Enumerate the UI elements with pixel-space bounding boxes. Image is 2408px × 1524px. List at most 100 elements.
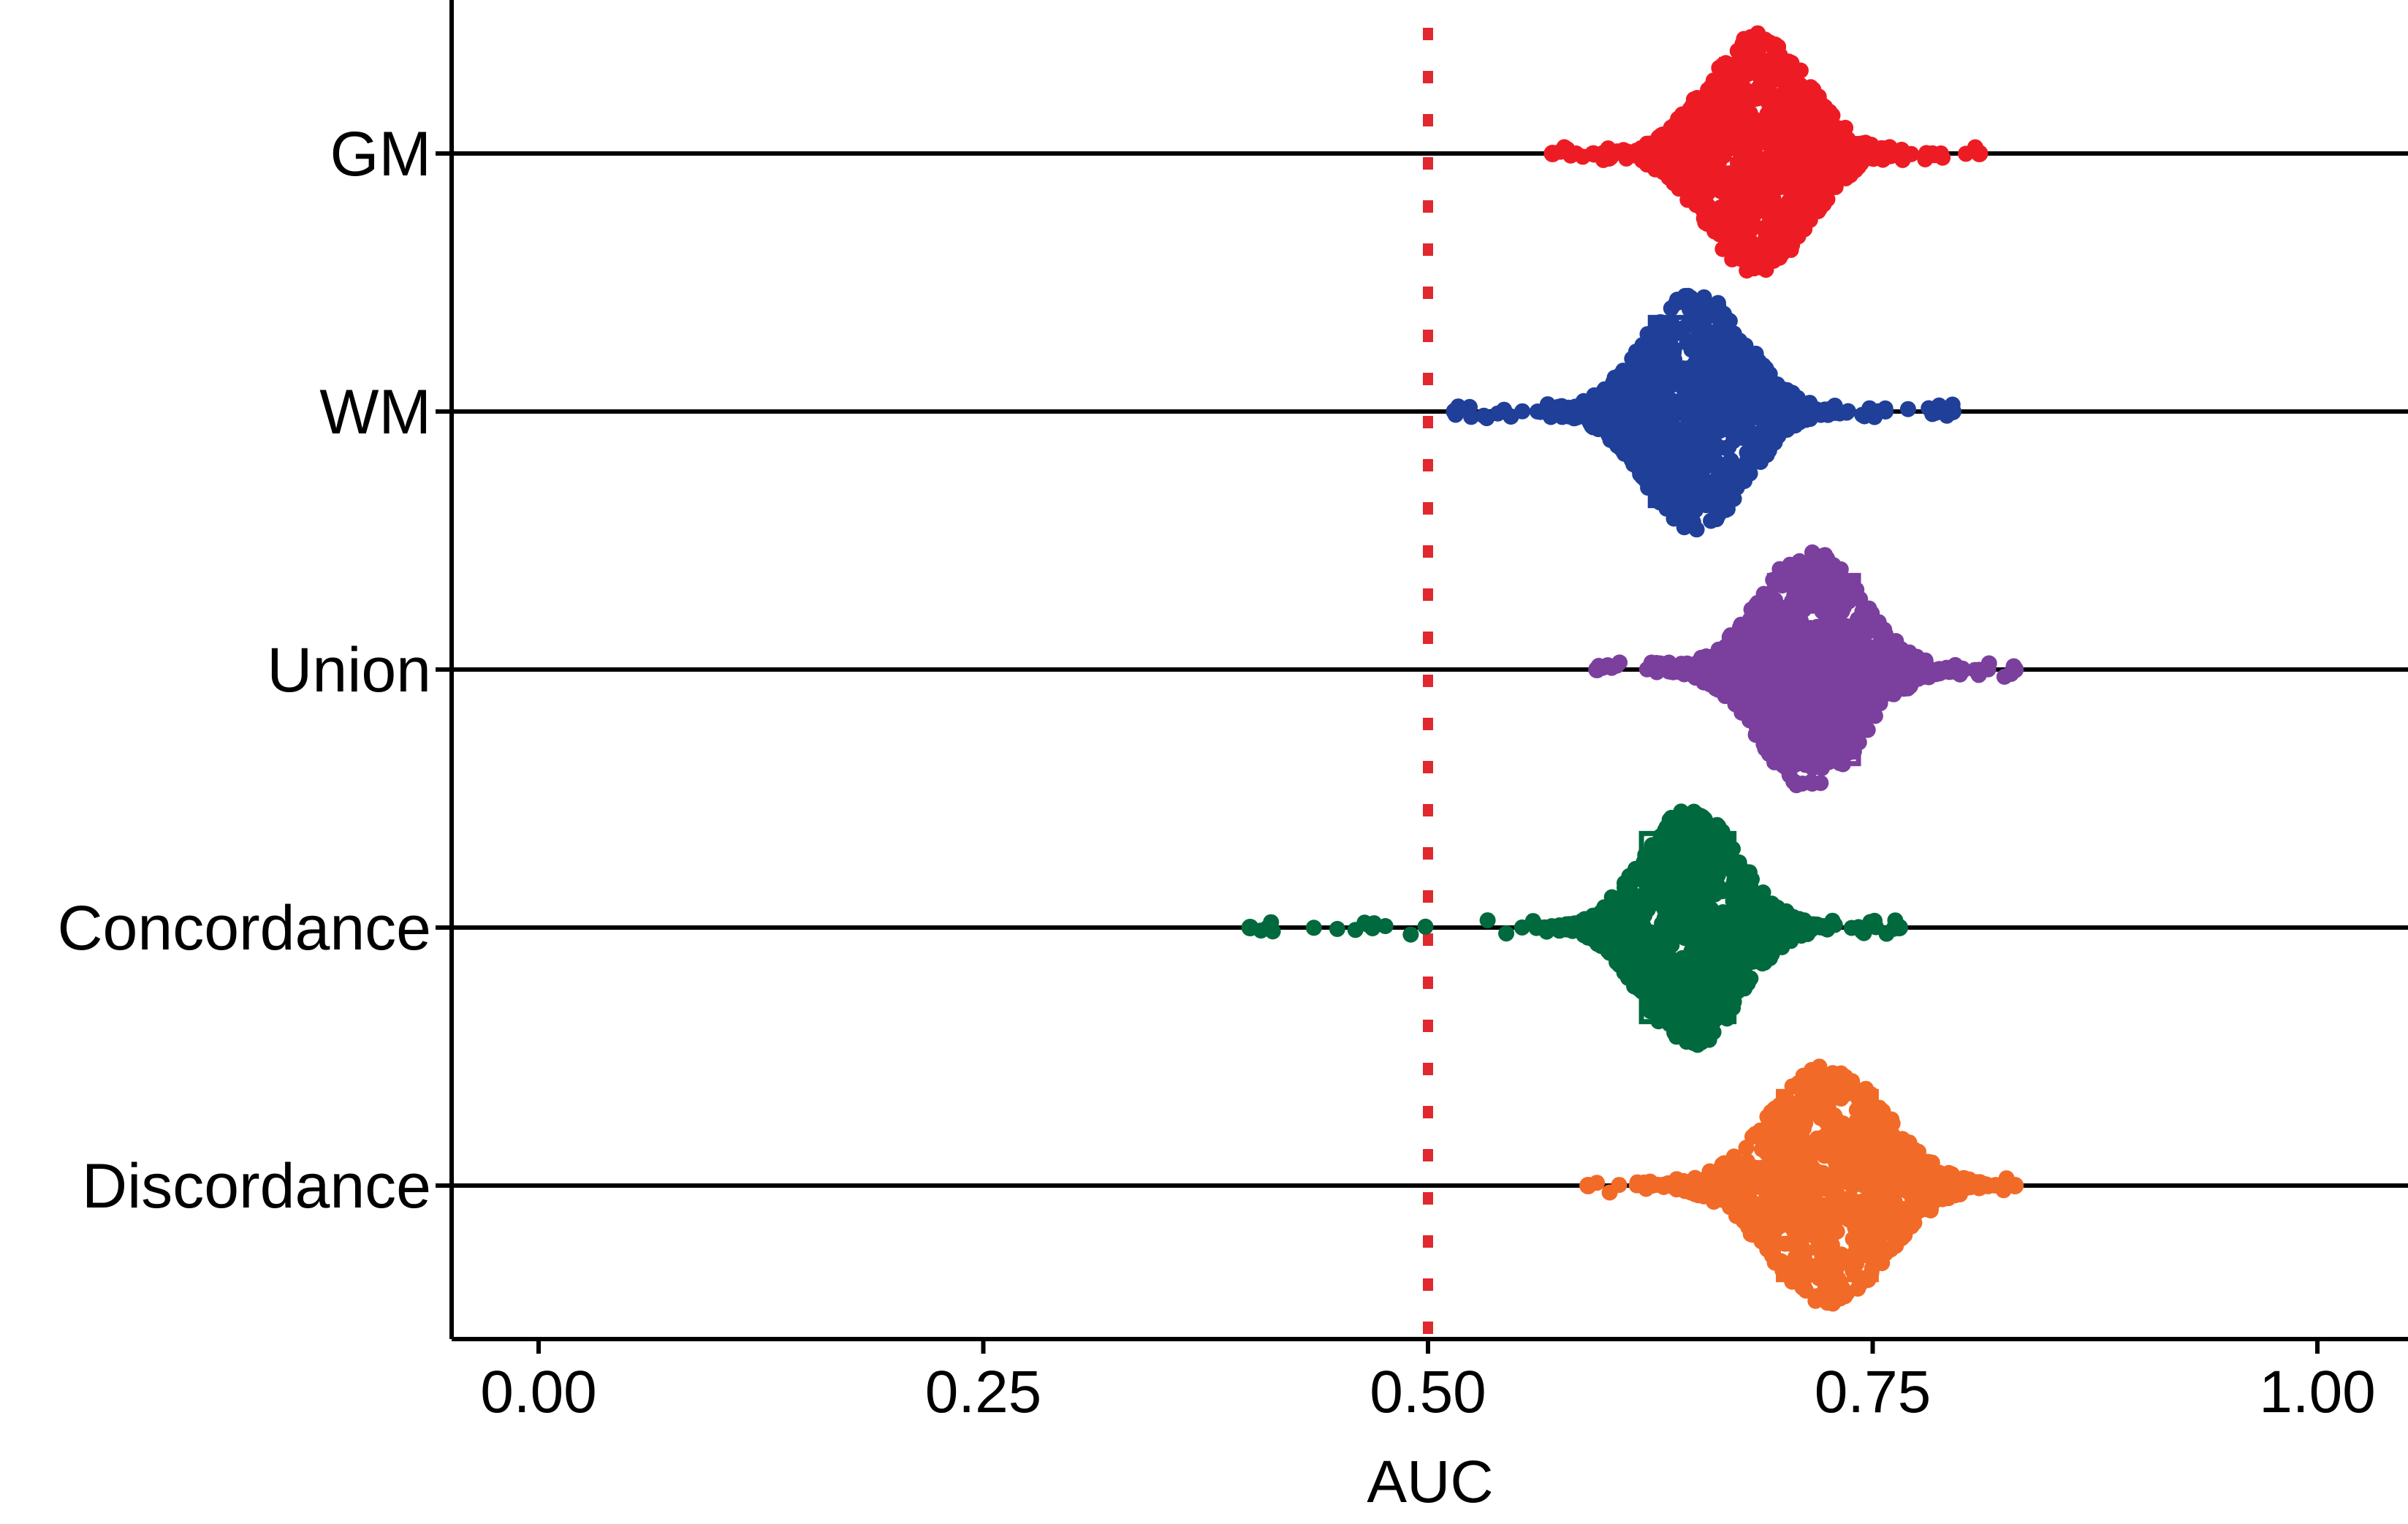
point-wm	[1606, 433, 1622, 450]
x-tick-label: 0.50	[1370, 1359, 1486, 1425]
point-gm	[1793, 132, 1809, 148]
point-union	[1747, 727, 1764, 743]
point-gm	[1786, 165, 1802, 182]
point-discordance	[1757, 1216, 1774, 1232]
extreme-point-concordance	[1891, 919, 1908, 936]
point-union	[1736, 636, 1752, 653]
point-union	[1776, 676, 1792, 693]
point-gm	[1725, 71, 1742, 88]
point-discordance	[1834, 1284, 1850, 1300]
point-wm	[1625, 352, 1641, 368]
point-gm	[1770, 166, 1787, 183]
swarm-union	[1588, 544, 2024, 794]
tail-point-concordance	[1498, 925, 1515, 942]
point-wm	[1695, 337, 1712, 354]
point-gm	[1796, 221, 1813, 238]
point-union	[1802, 716, 1819, 733]
point-wm	[1704, 495, 1720, 512]
y-label-concordance: Concordance	[57, 893, 431, 963]
point-wm	[1682, 488, 1699, 504]
tail-point-wm	[1924, 406, 1941, 422]
tail-point-gm	[1856, 150, 1873, 167]
point-concordance	[1643, 951, 1659, 968]
point-gm	[1785, 230, 1801, 247]
point-gm	[1801, 99, 1817, 115]
point-discordance	[1804, 1223, 1820, 1240]
point-discordance	[1880, 1121, 1897, 1138]
point-union	[1819, 603, 1836, 619]
point-concordance	[1733, 948, 1750, 965]
tail-point-union	[1882, 667, 1899, 684]
point-discordance	[1883, 1218, 1900, 1235]
point-wm	[1649, 319, 1666, 336]
point-gm	[1777, 94, 1794, 110]
point-union	[1802, 674, 1819, 691]
point-gm	[1720, 234, 1737, 251]
point-gm	[1785, 110, 1801, 127]
point-concordance	[1619, 932, 1636, 949]
point-union	[1785, 773, 1802, 790]
point-discordance	[1862, 1150, 1879, 1166]
swarm-discordance	[1579, 1058, 2024, 1312]
point-wm	[1677, 388, 1694, 405]
point-concordance	[1658, 961, 1674, 978]
point-wm	[1676, 460, 1693, 477]
tail-point-union	[1910, 667, 1927, 683]
point-union	[1861, 641, 1877, 658]
tail-point-wm	[1539, 396, 1556, 413]
tail-point-concordance	[1776, 915, 1793, 932]
point-wm	[1757, 429, 1774, 446]
extreme-point-discordance	[2006, 1177, 2024, 1194]
point-concordance	[1656, 983, 1672, 1000]
point-concordance	[1709, 877, 1726, 894]
point-concordance	[1762, 949, 1778, 966]
point-concordance	[1679, 970, 1696, 987]
point-union	[1857, 615, 1874, 632]
point-discordance	[1809, 1074, 1826, 1091]
tail-point-union	[1894, 668, 1910, 685]
extreme-point-discordance	[1579, 1177, 1598, 1194]
point-union	[1836, 637, 1853, 653]
point-concordance	[1706, 958, 1723, 975]
point-discordance	[1835, 1208, 1852, 1225]
tail-point-concordance	[1763, 919, 1780, 936]
point-union	[1723, 627, 1739, 644]
point-gm	[1684, 171, 1701, 188]
tail-point-discordance	[1947, 1178, 1964, 1195]
point-union	[1804, 647, 1821, 664]
point-discordance	[1785, 1134, 1802, 1151]
point-concordance	[1726, 872, 1743, 889]
point-gm	[1697, 214, 1714, 231]
point-wm	[1784, 388, 1801, 405]
tail-point-concordance	[1551, 922, 1568, 939]
y-label-union: Union	[267, 635, 431, 705]
tail-point-discordance	[1636, 1174, 1652, 1191]
tail-point-wm	[1899, 401, 1916, 417]
point-gm	[1816, 98, 1833, 115]
tail-point-concordance	[1878, 925, 1895, 942]
point-concordance	[1688, 895, 1704, 912]
point-gm	[1661, 161, 1678, 178]
tail-point-concordance	[1866, 912, 1883, 929]
tail-point-concordance	[1264, 923, 1281, 940]
point-union	[1807, 597, 1823, 613]
x-tick-label: 1.00	[2259, 1359, 2376, 1425]
tail-point-discordance	[1960, 1171, 1977, 1188]
point-wm	[1659, 368, 1676, 384]
point-concordance	[1671, 873, 1687, 890]
point-wm	[1657, 390, 1674, 407]
point-discordance	[1728, 1159, 1744, 1175]
point-discordance	[1768, 1148, 1785, 1164]
point-discordance	[1842, 1079, 1858, 1096]
point-gm	[1814, 175, 1831, 192]
tail-point-concordance	[1812, 918, 1828, 935]
point-union	[1773, 726, 1790, 743]
point-concordance	[1603, 889, 1620, 906]
point-union	[1767, 628, 1784, 645]
point-union	[1901, 644, 1918, 661]
point-discordance	[1853, 1216, 1870, 1232]
point-wm	[1676, 319, 1693, 336]
point-union	[1830, 710, 1847, 727]
point-gm	[1699, 126, 1715, 143]
